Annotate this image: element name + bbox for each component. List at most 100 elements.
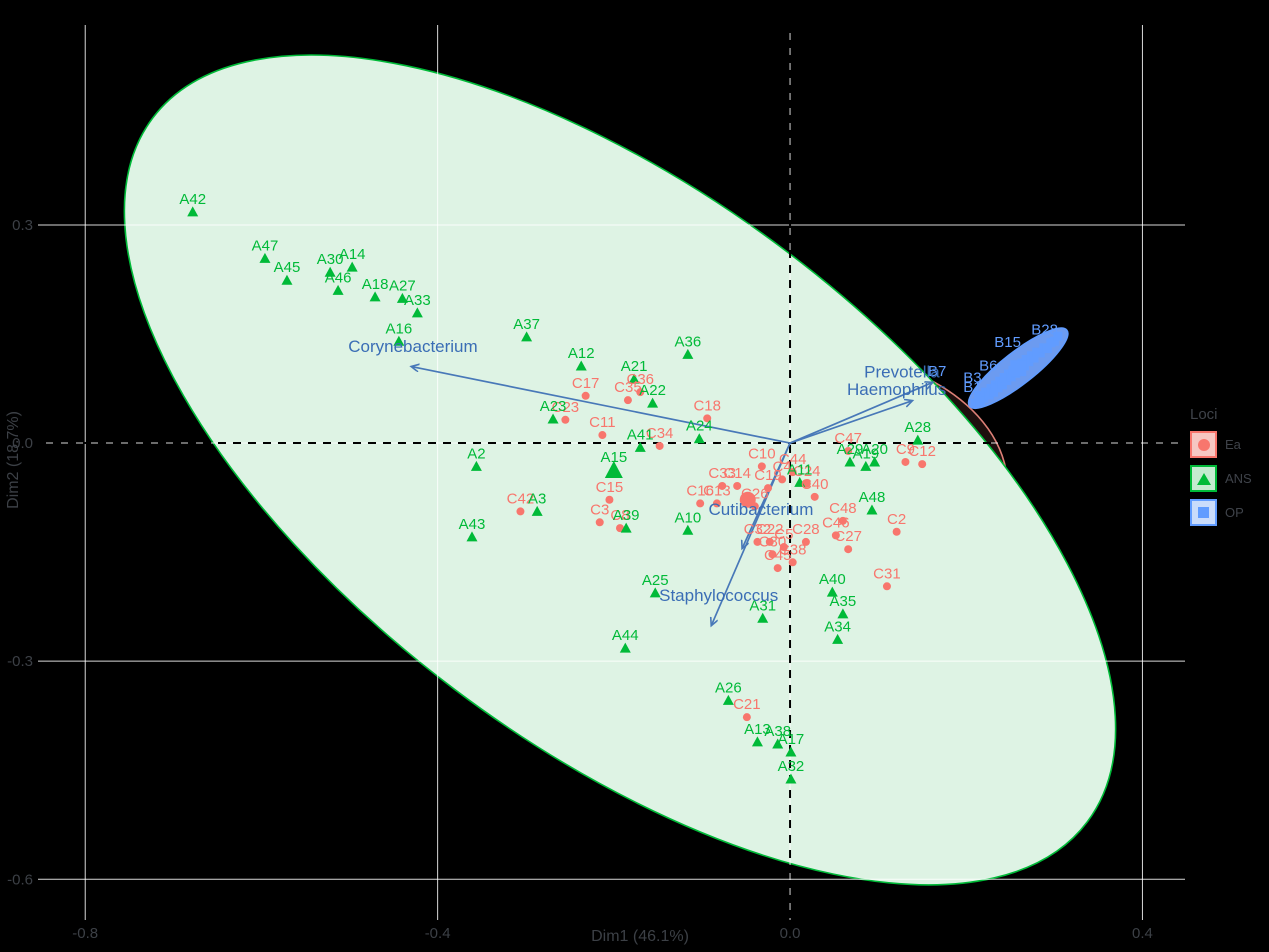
sample-label: A30 [317, 251, 344, 268]
sample-label: A47 [252, 237, 279, 254]
legend-label-ans: ANS [1225, 471, 1252, 486]
sample-label: C13 [703, 482, 731, 499]
sample-marker [901, 457, 910, 466]
sample-label: C32 [744, 521, 772, 538]
x-tick-label: -0.8 [72, 925, 98, 942]
sample-label: C16 [686, 482, 714, 499]
sample-label: A18 [362, 276, 389, 293]
sample-marker [575, 360, 587, 371]
sample-label: C9 [896, 441, 915, 458]
sample-marker [918, 460, 927, 469]
sample-marker [739, 491, 756, 508]
sample-label: A29 [837, 441, 864, 458]
sample-marker [837, 608, 849, 619]
sample-marker [765, 537, 774, 546]
sample-marker [393, 335, 405, 346]
sample-label: A28 [904, 419, 931, 436]
sample-marker [369, 291, 381, 302]
sample-label: C14 [723, 465, 751, 482]
sample-label: C4 [773, 458, 792, 475]
sample-marker [703, 414, 712, 423]
sample-marker [779, 543, 788, 552]
sample-label: A37 [513, 316, 540, 333]
sample-label: A24 [686, 418, 713, 435]
sample-marker [844, 447, 853, 456]
sample-label: C48 [829, 500, 857, 517]
sample-label: C10 [748, 445, 776, 462]
sample-label: A44 [612, 627, 639, 644]
taxon-label-Staphylococcus: Staphylococcus [659, 586, 778, 605]
sample-label: A12 [568, 345, 595, 362]
sample-label: C27 [834, 528, 862, 545]
sample-marker [772, 738, 784, 749]
sample-label: A19 [852, 445, 879, 462]
loading-arrow-Prevotella [789, 383, 932, 444]
sample-marker [682, 348, 694, 359]
sample-label: C19 [754, 467, 782, 484]
sample-label: A35 [830, 593, 857, 610]
sample-marker [187, 206, 199, 217]
sample-label: B7 [928, 363, 946, 380]
sample-label: C3 [590, 501, 609, 518]
sample-label: A31 [749, 597, 776, 614]
sample-label: C36 [626, 371, 654, 388]
sample-label: A43 [459, 516, 486, 533]
sample-label: A23 [540, 398, 567, 415]
sample-marker [1042, 344, 1052, 354]
sample-marker [826, 586, 838, 597]
sample-label: C11 [589, 414, 615, 431]
sample-marker [892, 527, 901, 536]
sample-marker [788, 558, 797, 567]
x-tick-label: -0.4 [425, 925, 451, 942]
sample-marker [801, 537, 810, 546]
sample-marker [411, 307, 423, 318]
sample-marker [733, 481, 742, 490]
sample-label: A2 [467, 445, 485, 462]
sample-marker [788, 468, 797, 477]
sample-label: C21 [733, 696, 761, 713]
sample-label: A17 [778, 731, 805, 748]
sample-marker [810, 492, 819, 501]
sample-label: C5 [774, 526, 793, 543]
sample-marker [647, 397, 659, 408]
sample-label: B28 [1031, 322, 1058, 339]
sample-marker [623, 396, 632, 405]
x-tick-label: 0.0 [780, 925, 801, 942]
legend-title: Loci [1190, 406, 1218, 423]
sample-label: C23 [552, 399, 580, 416]
sample-label: A21 [621, 358, 648, 375]
sample-marker [844, 545, 853, 554]
sample-marker [757, 462, 766, 471]
sample-label: C30 [759, 533, 787, 550]
legend-item-ea: Ea [1190, 431, 1252, 458]
sample-marker [516, 507, 525, 516]
sample-label: A45 [274, 259, 301, 276]
sample-marker [773, 564, 782, 573]
sample-label: B15 [994, 334, 1021, 351]
sample-marker [844, 456, 856, 467]
sample-label: C22 [756, 521, 784, 538]
sample-label: A36 [674, 333, 701, 350]
taxon-label-Cutibacterium: Cutibacterium [709, 500, 814, 519]
sample-marker [466, 531, 478, 542]
x-axis-title: Dim1 (46.1%) [591, 928, 689, 945]
sample-marker [634, 441, 646, 452]
sample-marker [860, 460, 872, 471]
sample-label: A13 [744, 721, 771, 738]
sample-marker [281, 274, 293, 285]
sample-label: A16 [386, 320, 413, 337]
sample-label: A41 [627, 426, 654, 443]
sample-marker [1053, 331, 1063, 341]
sample-marker [604, 460, 623, 478]
legend-item-op: OP [1190, 499, 1252, 526]
sample-label: A15 [600, 449, 627, 466]
sample-marker [595, 518, 604, 527]
sample-label: C38 [779, 541, 807, 558]
y-tick-label: -0.3 [7, 653, 33, 670]
x-tick-label: 0.4 [1132, 925, 1153, 942]
sample-marker [470, 460, 482, 471]
sample-marker [778, 475, 787, 484]
y-tick-label: 0.3 [12, 217, 33, 234]
